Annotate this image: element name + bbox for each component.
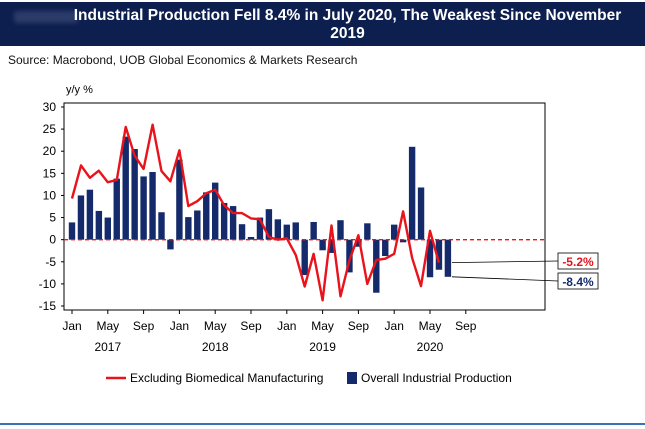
title-logo-blur	[14, 11, 78, 23]
bar	[229, 206, 237, 240]
bar	[364, 223, 371, 240]
x-tick-label: Sep	[348, 319, 370, 333]
bar	[319, 239, 326, 251]
end-label-connector	[451, 276, 559, 282]
bar	[247, 237, 255, 240]
bar	[104, 217, 111, 240]
bar	[95, 210, 103, 240]
bar	[77, 195, 85, 240]
y-tick-label: 5	[49, 211, 56, 225]
bar	[256, 217, 264, 240]
legend: Excluding Biomedical Manufacturing Overal…	[106, 371, 512, 385]
bar	[408, 146, 416, 240]
chart-title: Industrial Production Fell 8.4% in July …	[73, 7, 622, 42]
bar	[238, 224, 246, 240]
bar	[158, 212, 165, 240]
source-note: Source: Macrobond, UOB Global Economics …	[8, 53, 358, 67]
bar	[149, 172, 156, 240]
x-tick-label: May	[311, 319, 334, 333]
axes: y/y % 30 25 20 15 10 5 0 -5 -10 -15 Jan May Sep Jan May…	[39, 84, 599, 354]
legend-bar-label: Overall Industrial Production	[361, 371, 512, 385]
bottom-rule	[0, 423, 645, 425]
bar	[337, 220, 344, 240]
x-tick-label: May	[419, 319, 442, 333]
bar	[444, 239, 452, 277]
y-tick-label: -10	[39, 277, 57, 291]
end-label: -8.4%	[562, 275, 594, 289]
end-label: -5.2%	[562, 255, 594, 269]
bar	[212, 182, 219, 240]
excluding-biomedical-line	[70, 123, 441, 302]
end-label-connector	[451, 260, 559, 264]
y-tick-label: 0	[49, 233, 56, 247]
bar	[220, 202, 228, 240]
bar	[185, 217, 192, 240]
title-bar: Industrial Production Fell 8.4% in July …	[0, 2, 645, 46]
x-tick-label: Jan	[277, 319, 296, 333]
bar	[176, 159, 183, 240]
bar	[203, 192, 210, 240]
bar	[194, 210, 201, 240]
bar	[113, 178, 120, 240]
bar	[283, 224, 290, 240]
x-tick-label: Jan	[385, 319, 404, 333]
bar	[122, 136, 129, 240]
y-tick-label: 15	[43, 166, 57, 180]
bar	[310, 221, 317, 240]
y-tick-label: -15	[39, 299, 57, 313]
bar	[328, 239, 335, 253]
bar	[140, 176, 147, 240]
bar	[346, 239, 353, 273]
y-tick-label: 10	[43, 188, 57, 202]
bar	[265, 209, 273, 240]
year-label: 2017	[94, 340, 121, 354]
line-series	[70, 123, 441, 302]
end-label-box	[557, 252, 599, 270]
bar-series	[68, 136, 452, 293]
plot-frame	[63, 102, 546, 311]
end-label-box	[557, 272, 599, 290]
bar	[426, 239, 434, 278]
year-label: 2020	[417, 340, 444, 354]
chart-frame	[63, 102, 546, 311]
bar	[86, 189, 94, 240]
x-tick-label: Jan	[62, 319, 81, 333]
bar	[167, 239, 174, 250]
y-tick-label: 25	[43, 122, 57, 136]
year-label: 2018	[202, 340, 229, 354]
legend-line-label: Excluding Biomedical Manufacturing	[130, 371, 323, 385]
x-tick-label: May	[204, 319, 227, 333]
x-tick-label: May	[96, 319, 119, 333]
bar	[292, 222, 299, 240]
bar	[355, 239, 362, 247]
y-tick-label: 20	[43, 144, 57, 158]
bar	[382, 239, 389, 257]
bar	[399, 239, 407, 243]
y-tick-label: 30	[43, 100, 57, 114]
bar	[373, 239, 380, 293]
x-tick-label: Sep	[133, 319, 155, 333]
bar	[435, 239, 443, 270]
bar	[68, 222, 76, 240]
y-axis-label: y/y %	[66, 84, 93, 96]
bar	[301, 239, 308, 276]
legend-bar-swatch	[347, 372, 357, 384]
x-tick-label: Sep	[240, 319, 262, 333]
bar	[391, 224, 398, 240]
x-tick-label: Sep	[455, 319, 477, 333]
x-tick-label: Jan	[170, 319, 189, 333]
bar	[417, 187, 425, 240]
year-label: 2019	[309, 340, 336, 354]
y-tick-label: -5	[45, 255, 56, 269]
bar	[131, 149, 138, 240]
bar	[274, 219, 282, 240]
